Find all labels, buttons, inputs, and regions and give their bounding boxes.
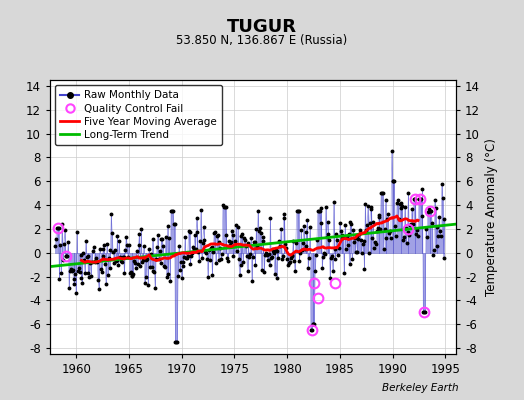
Legend: Raw Monthly Data, Quality Control Fail, Five Year Moving Average, Long-Term Tren: Raw Monthly Data, Quality Control Fail, … <box>55 85 222 145</box>
Text: 53.850 N, 136.867 E (Russia): 53.850 N, 136.867 E (Russia) <box>177 34 347 47</box>
Y-axis label: Temperature Anomaly (°C): Temperature Anomaly (°C) <box>485 138 498 296</box>
Text: TUGUR: TUGUR <box>227 18 297 36</box>
Text: Berkeley Earth: Berkeley Earth <box>382 383 458 393</box>
